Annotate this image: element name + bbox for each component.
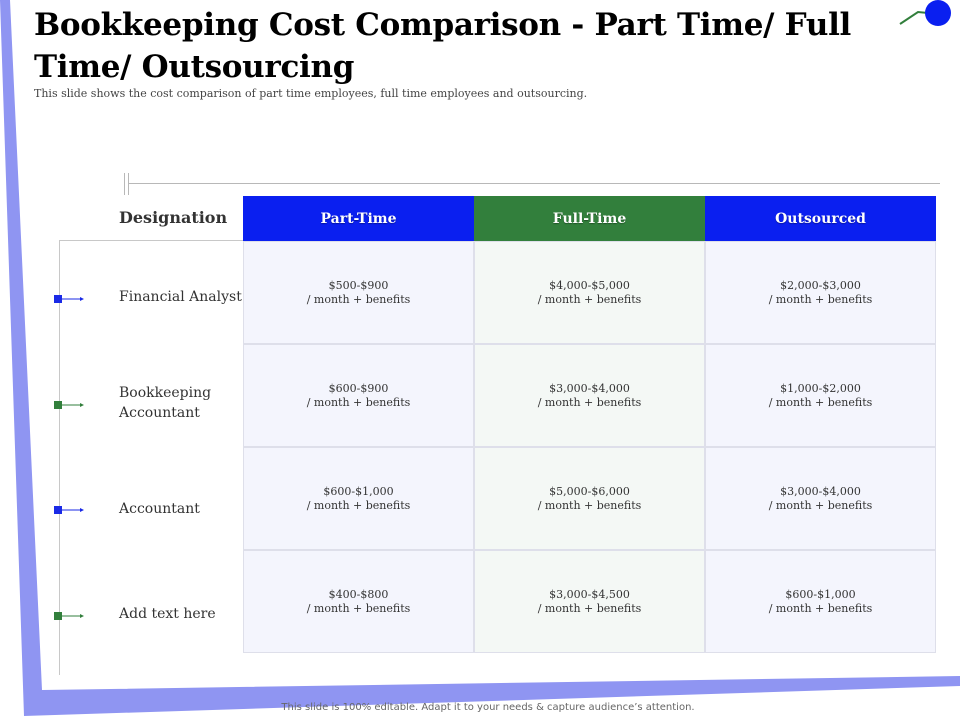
cell-note: / month + benefits	[768, 602, 873, 615]
table-cell: $3,000-$4,500 / month + benefits	[474, 550, 705, 653]
cell-range: $500-$900	[328, 279, 389, 292]
cell-note: / month + benefits	[768, 396, 873, 409]
designation-header: Designation	[119, 208, 228, 227]
row-label-bookkeeping-accountant: Bookkeeping Accountant	[119, 385, 212, 421]
table-cell: $5,000-$6,000 / month + benefits	[474, 447, 705, 550]
rule-tick	[124, 173, 125, 195]
cell-note: / month + benefits	[306, 293, 411, 306]
table-cell: $600-$1,000 / month + benefits	[243, 447, 474, 550]
slide-title: Bookkeeping Cost Comparison - Part Time/…	[34, 7, 852, 85]
top-rule	[128, 183, 940, 184]
table-cell: $600-$900 / month + benefits	[243, 344, 474, 447]
column-header-part-time: Part-Time	[243, 196, 474, 241]
cost-table-body: $500-$900 / month + benefits $4,000-$5,0…	[243, 241, 936, 653]
table-cell: $1,000-$2,000 / month + benefits	[705, 344, 936, 447]
cell-range: $4,000-$5,000	[549, 279, 630, 292]
row-marker-blue-icon	[54, 506, 84, 514]
row-label-accountant: Accountant	[119, 501, 200, 517]
cell-range: $600-$1,000	[323, 485, 394, 498]
cell-range: $600-$1,000	[785, 588, 856, 601]
table-cell: $4,000-$5,000 / month + benefits	[474, 241, 705, 344]
slide-subtitle: This slide shows the cost comparison of …	[34, 87, 588, 100]
cell-range: $5,000-$6,000	[549, 485, 630, 498]
column-header-full-time: Full-Time	[474, 196, 705, 241]
corner-accent-dot	[925, 0, 951, 26]
row-label-add-text-here: Add text here	[119, 606, 216, 622]
cell-range: $3,000-$4,000	[780, 485, 861, 498]
table-cell: $600-$1,000 / month + benefits	[705, 550, 936, 653]
cell-range: $3,000-$4,500	[549, 588, 630, 601]
timeline-top-line	[59, 240, 243, 241]
table-cell: $2,000-$3,000 / month + benefits	[705, 241, 936, 344]
cell-note: / month + benefits	[537, 396, 642, 409]
cell-range: $1,000-$2,000	[780, 382, 861, 395]
row-label-financial-analyst: Financial Analyst	[119, 289, 242, 305]
cell-range: $600-$900	[328, 382, 389, 395]
cell-note: / month + benefits	[306, 396, 411, 409]
cell-range: $2,000-$3,000	[780, 279, 861, 292]
footer-note: This slide is 100% editable. Adapt it to…	[281, 702, 695, 713]
corner-accent-line	[899, 10, 939, 25]
cell-note: / month + benefits	[768, 499, 873, 512]
table-cell: $400-$800 / month + benefits	[243, 550, 474, 653]
row-marker-blue-icon	[54, 295, 84, 303]
row-marker-green-icon	[54, 401, 84, 409]
cell-note: / month + benefits	[306, 602, 411, 615]
row-marker-green-icon	[54, 612, 84, 620]
table-cell: $3,000-$4,000 / month + benefits	[474, 344, 705, 447]
cell-note: / month + benefits	[537, 602, 642, 615]
cell-note: / month + benefits	[537, 499, 642, 512]
table-cell: $500-$900 / month + benefits	[243, 241, 474, 344]
cell-range: $3,000-$4,000	[549, 382, 630, 395]
cell-range: $400-$800	[328, 588, 389, 601]
rule-tick	[128, 173, 129, 195]
column-header-outsourced: Outsourced	[705, 196, 936, 241]
timeline-line	[59, 240, 60, 675]
cell-note: / month + benefits	[306, 499, 411, 512]
cell-note: / month + benefits	[537, 293, 642, 306]
cell-note: / month + benefits	[768, 293, 873, 306]
table-cell: $3,000-$4,000 / month + benefits	[705, 447, 936, 550]
